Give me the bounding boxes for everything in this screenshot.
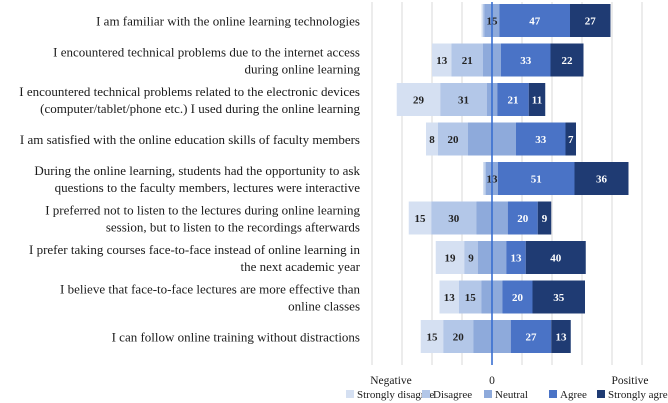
bar-segment-strongly-disagree [483, 162, 485, 195]
category-label: I am satisfied with the online education… [20, 132, 360, 147]
bar-segment-strongly-agree [537, 201, 552, 235]
bar-segment-strongly-disagree [408, 201, 432, 235]
category-label: I believe that face-to-face lectures are… [60, 282, 361, 314]
bar-segment-agree [498, 162, 575, 195]
data-label: 27 [585, 16, 597, 28]
legend-swatch [484, 390, 492, 398]
bar-segment-disagree [483, 4, 485, 37]
data-label: 9 [468, 253, 474, 265]
legend-label: Agree [560, 389, 587, 401]
bar-segment-agree [502, 280, 533, 314]
x-axis-zero-label: 0 [489, 375, 495, 387]
bar-segment-disagree [438, 122, 468, 156]
bar-segment-agree [510, 320, 552, 353]
category-label: I preferred not to listen to the lecture… [45, 203, 360, 235]
legend-swatch [346, 390, 354, 398]
bar-segment-disagree [484, 162, 486, 195]
legend-label: Neutral [495, 389, 528, 401]
data-label: 9 [542, 213, 548, 225]
data-label: 15 [427, 332, 439, 344]
data-label: 20 [517, 213, 529, 225]
bar-segment-agree [497, 83, 529, 116]
data-label: 15 [415, 213, 427, 225]
data-label: 33 [520, 55, 532, 67]
data-label: 22 [562, 55, 574, 67]
bar-segment-strongly-agree [574, 162, 629, 195]
bar-segment-strongly-disagree [439, 280, 459, 314]
bar-segment-disagree [459, 280, 482, 314]
data-label: 8 [429, 134, 435, 146]
bar-segment-disagree [443, 320, 474, 353]
bar-segment-agree [516, 122, 566, 156]
data-label: 40 [550, 253, 562, 265]
bar-segment-strongly-agree [532, 280, 585, 314]
bar-segment-strongly-disagree [420, 320, 444, 353]
bar-segment-strongly-agree [565, 122, 576, 156]
data-label: 29 [413, 95, 425, 107]
data-label: 36 [596, 174, 608, 186]
bar-segment-strongly-agree [551, 320, 571, 353]
bar-segment-strongly-disagree [481, 4, 483, 37]
x-axis-positive-label: Positive [611, 375, 648, 387]
data-label: 7 [568, 134, 574, 146]
category-label: I can follow online training without dis… [112, 330, 360, 345]
data-label: 31 [458, 95, 469, 107]
bar-segment-agree [507, 201, 538, 235]
bar-segment-strongly-disagree [435, 241, 465, 274]
data-label: 20 [512, 292, 524, 304]
bar-segment-agree [499, 4, 570, 37]
bar-segment-strongly-agree [525, 241, 586, 274]
bar-segment-strongly-agree [570, 4, 611, 37]
category-labels: I am familiar with the online learning t… [19, 14, 360, 345]
bar-segment-disagree [431, 201, 477, 235]
data-label: 13 [436, 55, 448, 67]
bar-segment-strongly-disagree [396, 83, 441, 116]
bar-segment-strongly-agree [550, 43, 584, 77]
data-label: 27 [526, 332, 538, 344]
data-label: 13 [556, 332, 568, 344]
data-label: 30 [448, 213, 460, 225]
bar-segment-strongly-disagree [426, 122, 438, 156]
category-label: I encountered technical problems due to … [53, 45, 360, 77]
legend-swatch [549, 390, 557, 398]
legend-label: Strongly agree [608, 389, 668, 401]
data-label: 51 [531, 174, 542, 186]
axis-layer: Negative 0 Positive [370, 2, 649, 387]
data-label: 35 [553, 292, 565, 304]
legend-label: Disagree [433, 389, 472, 401]
data-label: 20 [448, 134, 460, 146]
data-label: 15 [465, 292, 477, 304]
legend-label: Strongly disagree [357, 389, 434, 401]
bar-segment-agree [506, 241, 526, 274]
data-label: 20 [453, 332, 465, 344]
data-label: 13 [511, 253, 523, 265]
data-label: 13 [444, 292, 456, 304]
bar-segment-disagree [440, 83, 487, 116]
data-label: 47 [529, 16, 541, 28]
category-label: I am familiar with the online learning t… [96, 14, 360, 29]
bar-segment-disagree [451, 43, 483, 77]
bar-segment-strongly-agree [528, 83, 546, 116]
data-label: 19 [445, 253, 457, 265]
x-axis-negative-label: Negative [370, 375, 412, 387]
bar-segment-strongly-disagree [432, 43, 452, 77]
bar-segment-agree [501, 43, 551, 77]
data-label: 33 [535, 134, 547, 146]
bar-segment-disagree [464, 241, 478, 274]
category-label: I encountered technical problems related… [19, 84, 360, 116]
category-label: I prefer taking courses face-to-face ins… [29, 242, 361, 274]
legend-swatch [597, 390, 605, 398]
category-label: During the online learning, students had… [34, 163, 360, 195]
data-label: 21 [508, 95, 519, 107]
data-label: 11 [532, 95, 542, 107]
legend-swatch [422, 390, 430, 398]
data-label: 21 [462, 55, 473, 67]
